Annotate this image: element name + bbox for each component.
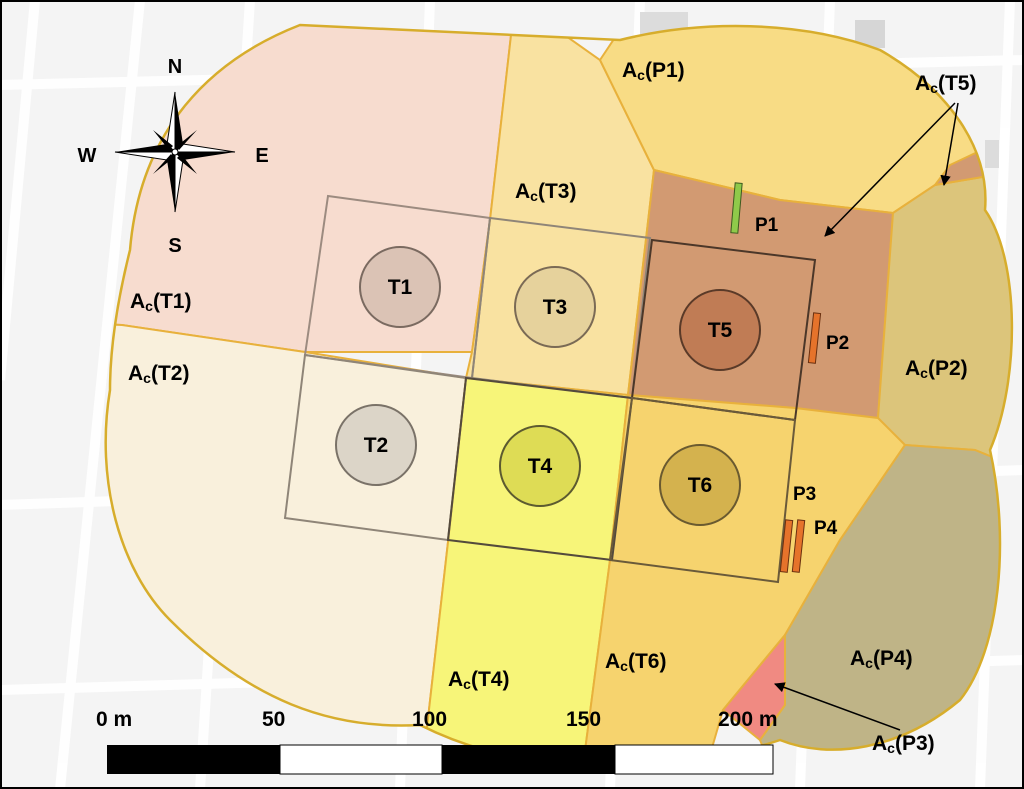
annotation-arrows xyxy=(774,102,959,731)
compass-rose xyxy=(114,91,236,213)
tower-label-t3: T3 xyxy=(543,296,568,319)
tower-label-t4: T4 xyxy=(528,455,553,478)
service-squares xyxy=(283,194,817,584)
tower-t3-circle xyxy=(514,266,596,348)
tower-label-t1: T1 xyxy=(388,276,413,299)
tower-t4-circle xyxy=(499,425,581,507)
tower-t1-circle xyxy=(359,246,441,328)
panel-label-p1: P1 xyxy=(755,215,779,236)
scale-label-150: 150 xyxy=(566,708,601,731)
tower-t6-circle xyxy=(659,444,741,526)
scale-label-50: 50 xyxy=(262,708,285,731)
square-t6 xyxy=(608,396,797,584)
scale-segment-1 xyxy=(107,745,280,774)
zone-labels: Ac(T1) Ac(T2) Ac(T3) Ac(P1) Ac(T5) Ac(P2… xyxy=(128,59,976,756)
panel-label-p4: P4 xyxy=(814,518,838,539)
zone-label-t6: Ac(T6) xyxy=(605,650,666,674)
zone-label-t5: Ac(T5) xyxy=(915,72,976,96)
zone-label-t3: Ac(T3) xyxy=(515,180,576,204)
panel-label-p2: P2 xyxy=(826,333,849,354)
panel-label-p3: P3 xyxy=(793,484,816,505)
zone-label-p1: Ac(P1) xyxy=(622,59,685,83)
panel-p2 xyxy=(807,312,822,364)
scale-segment-4 xyxy=(614,744,774,775)
panel-p3 xyxy=(779,519,794,573)
zone-label-t2: Ac(T2) xyxy=(128,362,189,386)
scale-bar: 0 m 50 100 150 200 m xyxy=(96,708,778,775)
compass-east: E xyxy=(255,145,268,167)
panels xyxy=(730,182,822,573)
scale-label-200: 200 m xyxy=(718,708,778,731)
scale-segment-3 xyxy=(442,745,615,774)
zone-label-p3: Ac(P3) xyxy=(872,732,935,756)
panel-p4 xyxy=(791,519,806,573)
compass-south: S xyxy=(168,235,181,257)
tower-label-t2: T2 xyxy=(364,434,389,457)
zone-label-t1: Ac(T1) xyxy=(130,290,191,314)
compass-west: W xyxy=(78,145,97,167)
tower-t5-circle xyxy=(679,289,761,371)
zone-p3 xyxy=(721,632,786,742)
panel-labels: P1 P2 P3 P4 xyxy=(755,215,849,539)
zone-label-p4: Ac(P4) xyxy=(850,647,913,671)
tower-t2-circle xyxy=(335,404,417,486)
tower-label-t6: T6 xyxy=(688,474,713,497)
scale-label-0: 0 m xyxy=(96,708,132,731)
towers xyxy=(335,246,761,526)
zone-label-t4: Ac(T4) xyxy=(448,668,509,692)
zone-label-p2: Ac(P2) xyxy=(905,357,968,381)
scale-segment-2 xyxy=(279,744,443,775)
coverage-outline xyxy=(104,23,1014,766)
scale-label-100: 100 xyxy=(412,708,447,731)
compass-north: N xyxy=(168,56,182,78)
tower-label-t5: T5 xyxy=(708,319,733,342)
tower-labels: T1 T2 T3 T4 T5 T6 xyxy=(364,276,733,497)
panel-p1 xyxy=(730,182,743,234)
